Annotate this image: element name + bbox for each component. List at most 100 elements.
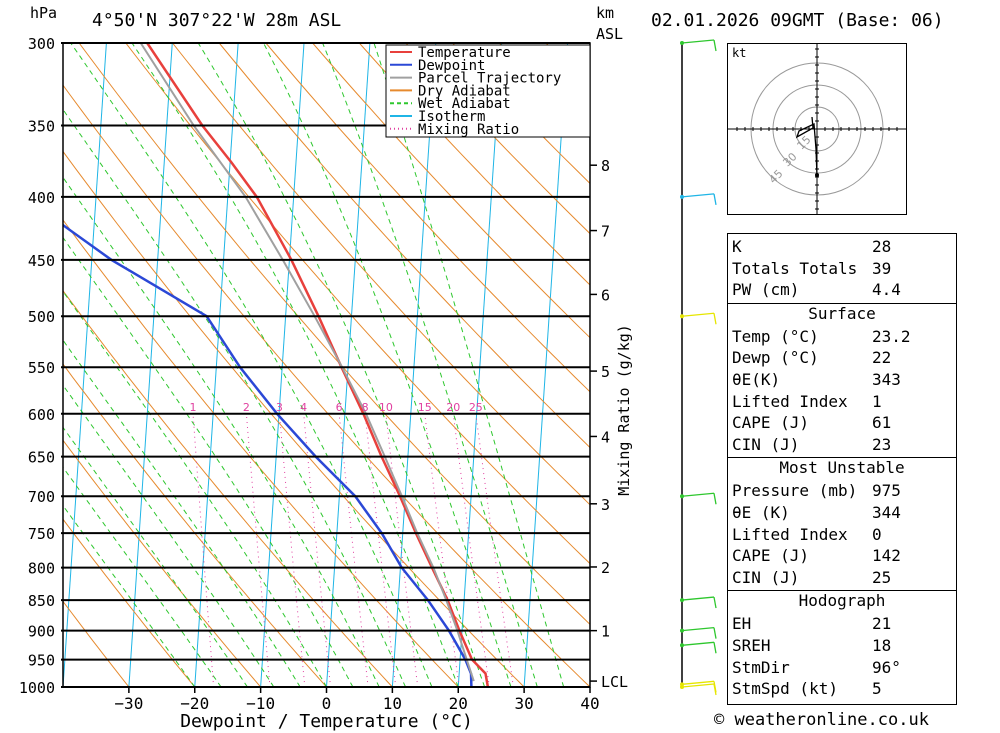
index-row: Temp (°C) 23.2 bbox=[728, 326, 956, 348]
pressure-tick-label: 350 bbox=[28, 117, 55, 135]
section-title: Surface bbox=[808, 303, 876, 323]
index-row: StmDir 96° bbox=[728, 657, 956, 679]
pressure-tick-label: 400 bbox=[28, 189, 55, 207]
hodograph-panel: kt 15 30 45 bbox=[727, 43, 907, 215]
dry-adiabat-line bbox=[63, 84, 590, 687]
isotherm-line bbox=[457, 43, 503, 687]
index-value: 344 bbox=[872, 503, 901, 522]
index-label: PW (cm) bbox=[732, 280, 800, 300]
mixing-ratio-value-label: 2 bbox=[243, 401, 250, 414]
index-value: 1 bbox=[872, 391, 882, 411]
x-tick-label: −30 bbox=[114, 694, 143, 713]
plot-frame bbox=[62, 42, 591, 688]
pressure-tick-label: 800 bbox=[28, 560, 55, 578]
wind-barb-flag bbox=[713, 681, 717, 693]
wet-adiabat-line bbox=[263, 43, 512, 687]
wind-barb-flag bbox=[713, 596, 717, 609]
x-tick-label: −10 bbox=[246, 694, 275, 713]
index-row: CAPE (J) 61 bbox=[728, 412, 956, 434]
isotherm-line bbox=[128, 43, 173, 687]
index-label: θE (K) bbox=[732, 503, 790, 522]
legend-label: Temperature bbox=[418, 45, 511, 61]
pressure-tick-label: 300 bbox=[28, 35, 55, 53]
index-label: StmDir bbox=[732, 657, 790, 677]
wind-barb-staff bbox=[681, 596, 715, 601]
dry-adiabat-line bbox=[63, 518, 196, 687]
legend-label: Dry Adiabat bbox=[418, 83, 511, 99]
dry-adiabat-line bbox=[218, 43, 590, 449]
km-tick-label: 7 bbox=[601, 223, 610, 241]
km-tick-label: 4 bbox=[601, 428, 610, 446]
index-label: CAPE (J) bbox=[732, 413, 810, 433]
index-row: CAPE (J) 142 bbox=[728, 545, 956, 567]
index-value: 96° bbox=[872, 657, 901, 677]
km-tick-label: 6 bbox=[601, 286, 610, 304]
wet-adiabat-line bbox=[63, 236, 354, 687]
mixing-ratio-value-label: 25 bbox=[469, 401, 483, 414]
legend-label: Mixing Ratio bbox=[418, 122, 519, 138]
wind-barb-staff bbox=[681, 680, 715, 685]
wet-adiabat-line bbox=[63, 466, 222, 687]
index-row: K 28 bbox=[728, 236, 956, 258]
index-row: Pressure (mb) 975 bbox=[728, 480, 956, 502]
index-value: 0 bbox=[872, 524, 882, 544]
wind-barb-flag bbox=[713, 642, 717, 654]
pressure-tick-label: 1000 bbox=[19, 679, 55, 697]
pressure-tick-label: 650 bbox=[28, 449, 55, 467]
mixing-ratio-value-label: 8 bbox=[362, 401, 369, 414]
dry-adiabat-line bbox=[63, 600, 130, 687]
x-tick-label: −20 bbox=[180, 694, 209, 713]
km-tick-label: 8 bbox=[601, 157, 610, 175]
index-label: Temp (°C) bbox=[732, 326, 819, 346]
index-value: 28 bbox=[872, 237, 892, 256]
dry-adiabat-line bbox=[63, 289, 393, 687]
pressure-tick-label: 500 bbox=[28, 308, 55, 326]
legend-label: Parcel Trajectory bbox=[418, 71, 561, 87]
pressure-tick-label: 550 bbox=[28, 359, 55, 377]
indices-table: K 28 Totals Totals 39 PW (cm) 4.4 Surface Temp … bbox=[727, 233, 957, 705]
pressure-tick-label: 450 bbox=[28, 252, 55, 270]
isotherm-line bbox=[523, 43, 569, 687]
wind-barb-flag bbox=[713, 313, 717, 325]
parcel-trajectory-series bbox=[139, 43, 475, 682]
section-divider bbox=[728, 457, 956, 459]
asl-unit-label: ASL bbox=[596, 25, 624, 43]
index-row: θE(K) 343 bbox=[728, 369, 956, 391]
index-label: CAPE (J) bbox=[732, 546, 810, 566]
pressure-tick-label: 700 bbox=[28, 488, 55, 506]
pressure-tick-label: 750 bbox=[28, 525, 55, 543]
index-row: EH 21 bbox=[728, 613, 956, 635]
wind-barb-staff bbox=[681, 492, 715, 497]
x-axis-title: Dewpoint / Temperature (°C) bbox=[180, 711, 473, 732]
section-title: Hodograph bbox=[798, 591, 886, 611]
index-row: Totals Totals 39 bbox=[728, 258, 956, 280]
pressure-tick-label: 850 bbox=[28, 592, 55, 610]
index-label: SREH bbox=[732, 636, 771, 655]
dry-adiabat-line bbox=[265, 43, 590, 393]
section-title: Most Unstable bbox=[779, 458, 905, 478]
index-row: StmSpd (kt) 5 bbox=[728, 678, 956, 700]
pressure-tick-label: 950 bbox=[28, 652, 55, 670]
index-row: Lifted Index 0 bbox=[728, 524, 956, 546]
index-row: CIN (J) 23 bbox=[728, 434, 956, 456]
wind-barb-staff bbox=[681, 193, 715, 198]
wet-adiabat-line bbox=[373, 43, 565, 687]
x-tick-label: 30 bbox=[514, 694, 533, 713]
index-value: 39 bbox=[872, 258, 892, 278]
mixing-ratio-value-label: 3 bbox=[276, 401, 283, 414]
index-value: 25 bbox=[872, 567, 892, 587]
dry-adiabat-line bbox=[405, 43, 590, 235]
x-tick-label: 0 bbox=[322, 694, 332, 713]
wind-barb-flag bbox=[713, 627, 717, 639]
x-tick-label: 10 bbox=[383, 694, 402, 713]
hodograph-ring-label: 45 bbox=[766, 167, 785, 186]
dry-adiabat-line bbox=[312, 43, 590, 339]
hodograph-unit: kt bbox=[732, 46, 747, 60]
mixing-ratio-value-label: 4 bbox=[300, 401, 307, 414]
isotherm-line bbox=[260, 43, 305, 687]
mixing-ratio-value-label: 6 bbox=[336, 401, 343, 414]
isotherm-line bbox=[326, 43, 371, 687]
index-label: Totals Totals bbox=[732, 258, 858, 278]
forecast-datetime: 02.01.2026 09GMT (Base: 06) bbox=[651, 10, 944, 31]
